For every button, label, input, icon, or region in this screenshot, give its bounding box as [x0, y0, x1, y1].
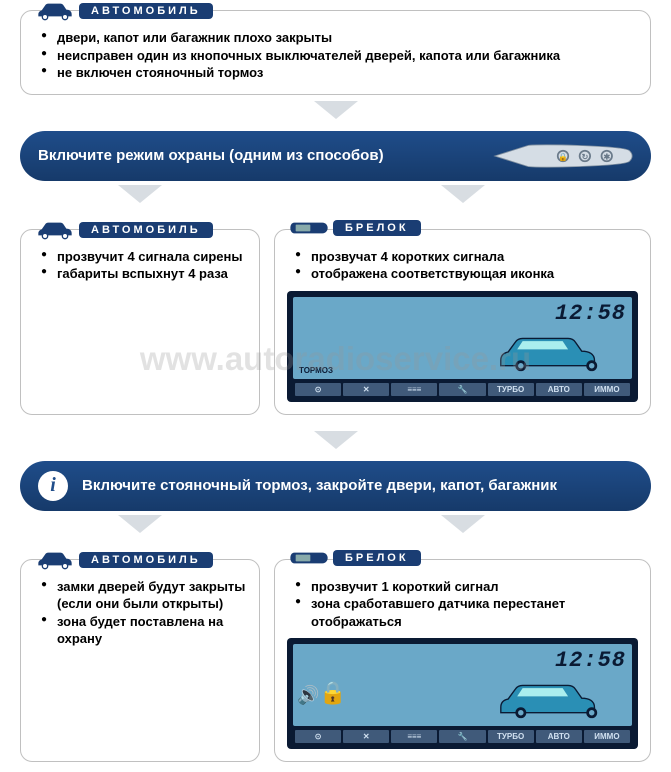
svg-text:↻: ↻	[582, 152, 589, 161]
car-response-list-2: замки дверей будут закрыты (если они был…	[33, 568, 247, 648]
issue-item: не включен стояночный тормоз	[41, 64, 638, 82]
issues-list: двери, капот или багажник плохо закрыты …	[33, 19, 638, 82]
lcd-footer-cell: ✕	[343, 383, 389, 396]
response-item: зона будет поставлена на охрану	[41, 613, 247, 648]
issue-item: неисправен один из кнопочных выключателе…	[41, 47, 638, 65]
header-car-label: АВТОМОБИЛЬ	[79, 552, 213, 568]
car-response-list: прозвучит 4 сигнала сирены габариты вспы…	[33, 238, 247, 283]
keyfob-icon	[289, 218, 329, 238]
lcd-footer-cell: ✕	[343, 730, 389, 743]
fob-response-list-2: прозвучит 1 короткий сигнал зона сработа…	[287, 568, 638, 631]
instruction-text: Включите стояночный тормоз, закройте две…	[82, 477, 557, 494]
lcd-car-graphic	[494, 680, 624, 720]
lcd-footer-cell: ≡≡≡	[391, 730, 437, 743]
response-item: прозвучит 4 сигнала сирены	[41, 248, 247, 266]
lcd-footer-cell: ТУРБО	[488, 383, 534, 396]
lcd-footer-cell: ИММО	[584, 383, 630, 396]
lcd-footer-cell: 🔧	[439, 730, 485, 743]
lcd-footer-cell: АВТО	[536, 730, 582, 743]
lcd-footer-cell: ИММО	[584, 730, 630, 743]
header-car-label: АВТОМОБИЛЬ	[79, 222, 213, 238]
lcd-display-2: 12:58 🔊 🔒 ⊙ ✕ ≡≡≡ 🔧 ТУРБО АВТО ИММО	[287, 638, 638, 749]
lcd-car-graphic	[494, 333, 624, 373]
keyfob-icon	[289, 548, 329, 568]
lcd-footer-cell: ⊙	[295, 383, 341, 396]
flow-arrow	[20, 431, 651, 457]
response-item: прозвучат 4 коротких сигнала	[295, 248, 638, 266]
lcd-time: 12:58	[299, 301, 626, 326]
lcd-footer-cell: ⊙	[295, 730, 341, 743]
flow-arrow	[20, 515, 260, 541]
box-fob-response-2: БРЕЛОК прозвучит 1 короткий сигнал зона …	[274, 559, 651, 763]
info-icon: i	[38, 471, 68, 501]
response-item: зона сработавшего датчика перестанет ото…	[295, 595, 638, 630]
box-car-issues: АВТОМОБИЛЬ двери, капот или багажник пло…	[20, 10, 651, 95]
lcd-footer: ⊙ ✕ ≡≡≡ 🔧 ТУРБО АВТО ИММО	[293, 381, 632, 396]
lcd-time: 12:58	[299, 648, 626, 673]
lcd-footer: ⊙ ✕ ≡≡≡ 🔧 ТУРБО АВТО ИММО	[293, 728, 632, 743]
lcd-display-1: 12:58 ТОРМОЗ ⊙ ✕ ≡≡≡ 🔧 ТУРБО АВТО ИММО	[287, 291, 638, 402]
svg-text:✱: ✱	[603, 152, 610, 161]
remote-pen-icon: 🔒 ↻ ✱	[493, 141, 633, 171]
fob-response-list: прозвучат 4 коротких сигнала отображена …	[287, 238, 638, 283]
lcd-status-label: ТОРМОЗ	[299, 366, 333, 375]
instruction-bar-2: i Включите стояночный тормоз, закройте д…	[20, 461, 651, 511]
lcd-footer-cell: ТУРБО	[488, 730, 534, 743]
lcd-footer-cell: АВТО	[536, 383, 582, 396]
flow-arrow	[274, 185, 651, 211]
car-icon	[35, 0, 75, 23]
response-item: габариты вспыхнут 4 раза	[41, 265, 247, 283]
issue-item: двери, капот или багажник плохо закрыты	[41, 29, 638, 47]
flow-arrow	[20, 101, 651, 127]
car-icon	[35, 218, 75, 242]
header-fob-label: БРЕЛОК	[333, 550, 421, 566]
instruction-bar-1: Включите режим охраны (одним из способов…	[20, 131, 651, 181]
svg-text:🔒: 🔒	[558, 152, 568, 161]
response-item: прозвучит 1 короткий сигнал	[295, 578, 638, 596]
car-icon	[35, 548, 75, 572]
box-car-response-1: АВТОМОБИЛЬ прозвучит 4 сигнала сирены га…	[20, 229, 260, 415]
instruction-text: Включите режим охраны (одним из способов…	[38, 147, 384, 164]
lcd-speaker-icon: 🔊	[297, 685, 319, 706]
header-fob-label: БРЕЛОК	[333, 220, 421, 236]
lcd-footer-cell: 🔧	[439, 383, 485, 396]
lcd-lock-icon: 🔒	[319, 680, 346, 706]
response-item: замки дверей будут закрыты (если они был…	[41, 578, 247, 613]
lcd-footer-cell: ≡≡≡	[391, 383, 437, 396]
flow-arrow	[20, 185, 260, 211]
header-car-label: АВТОМОБИЛЬ	[79, 3, 213, 19]
box-fob-response-1: БРЕЛОК прозвучат 4 коротких сигнала отоб…	[274, 229, 651, 415]
flow-arrow	[274, 515, 651, 541]
response-item: отображена соответствующая иконка	[295, 265, 638, 283]
box-car-response-2: АВТОМОБИЛЬ замки дверей будут закрыты (е…	[20, 559, 260, 763]
